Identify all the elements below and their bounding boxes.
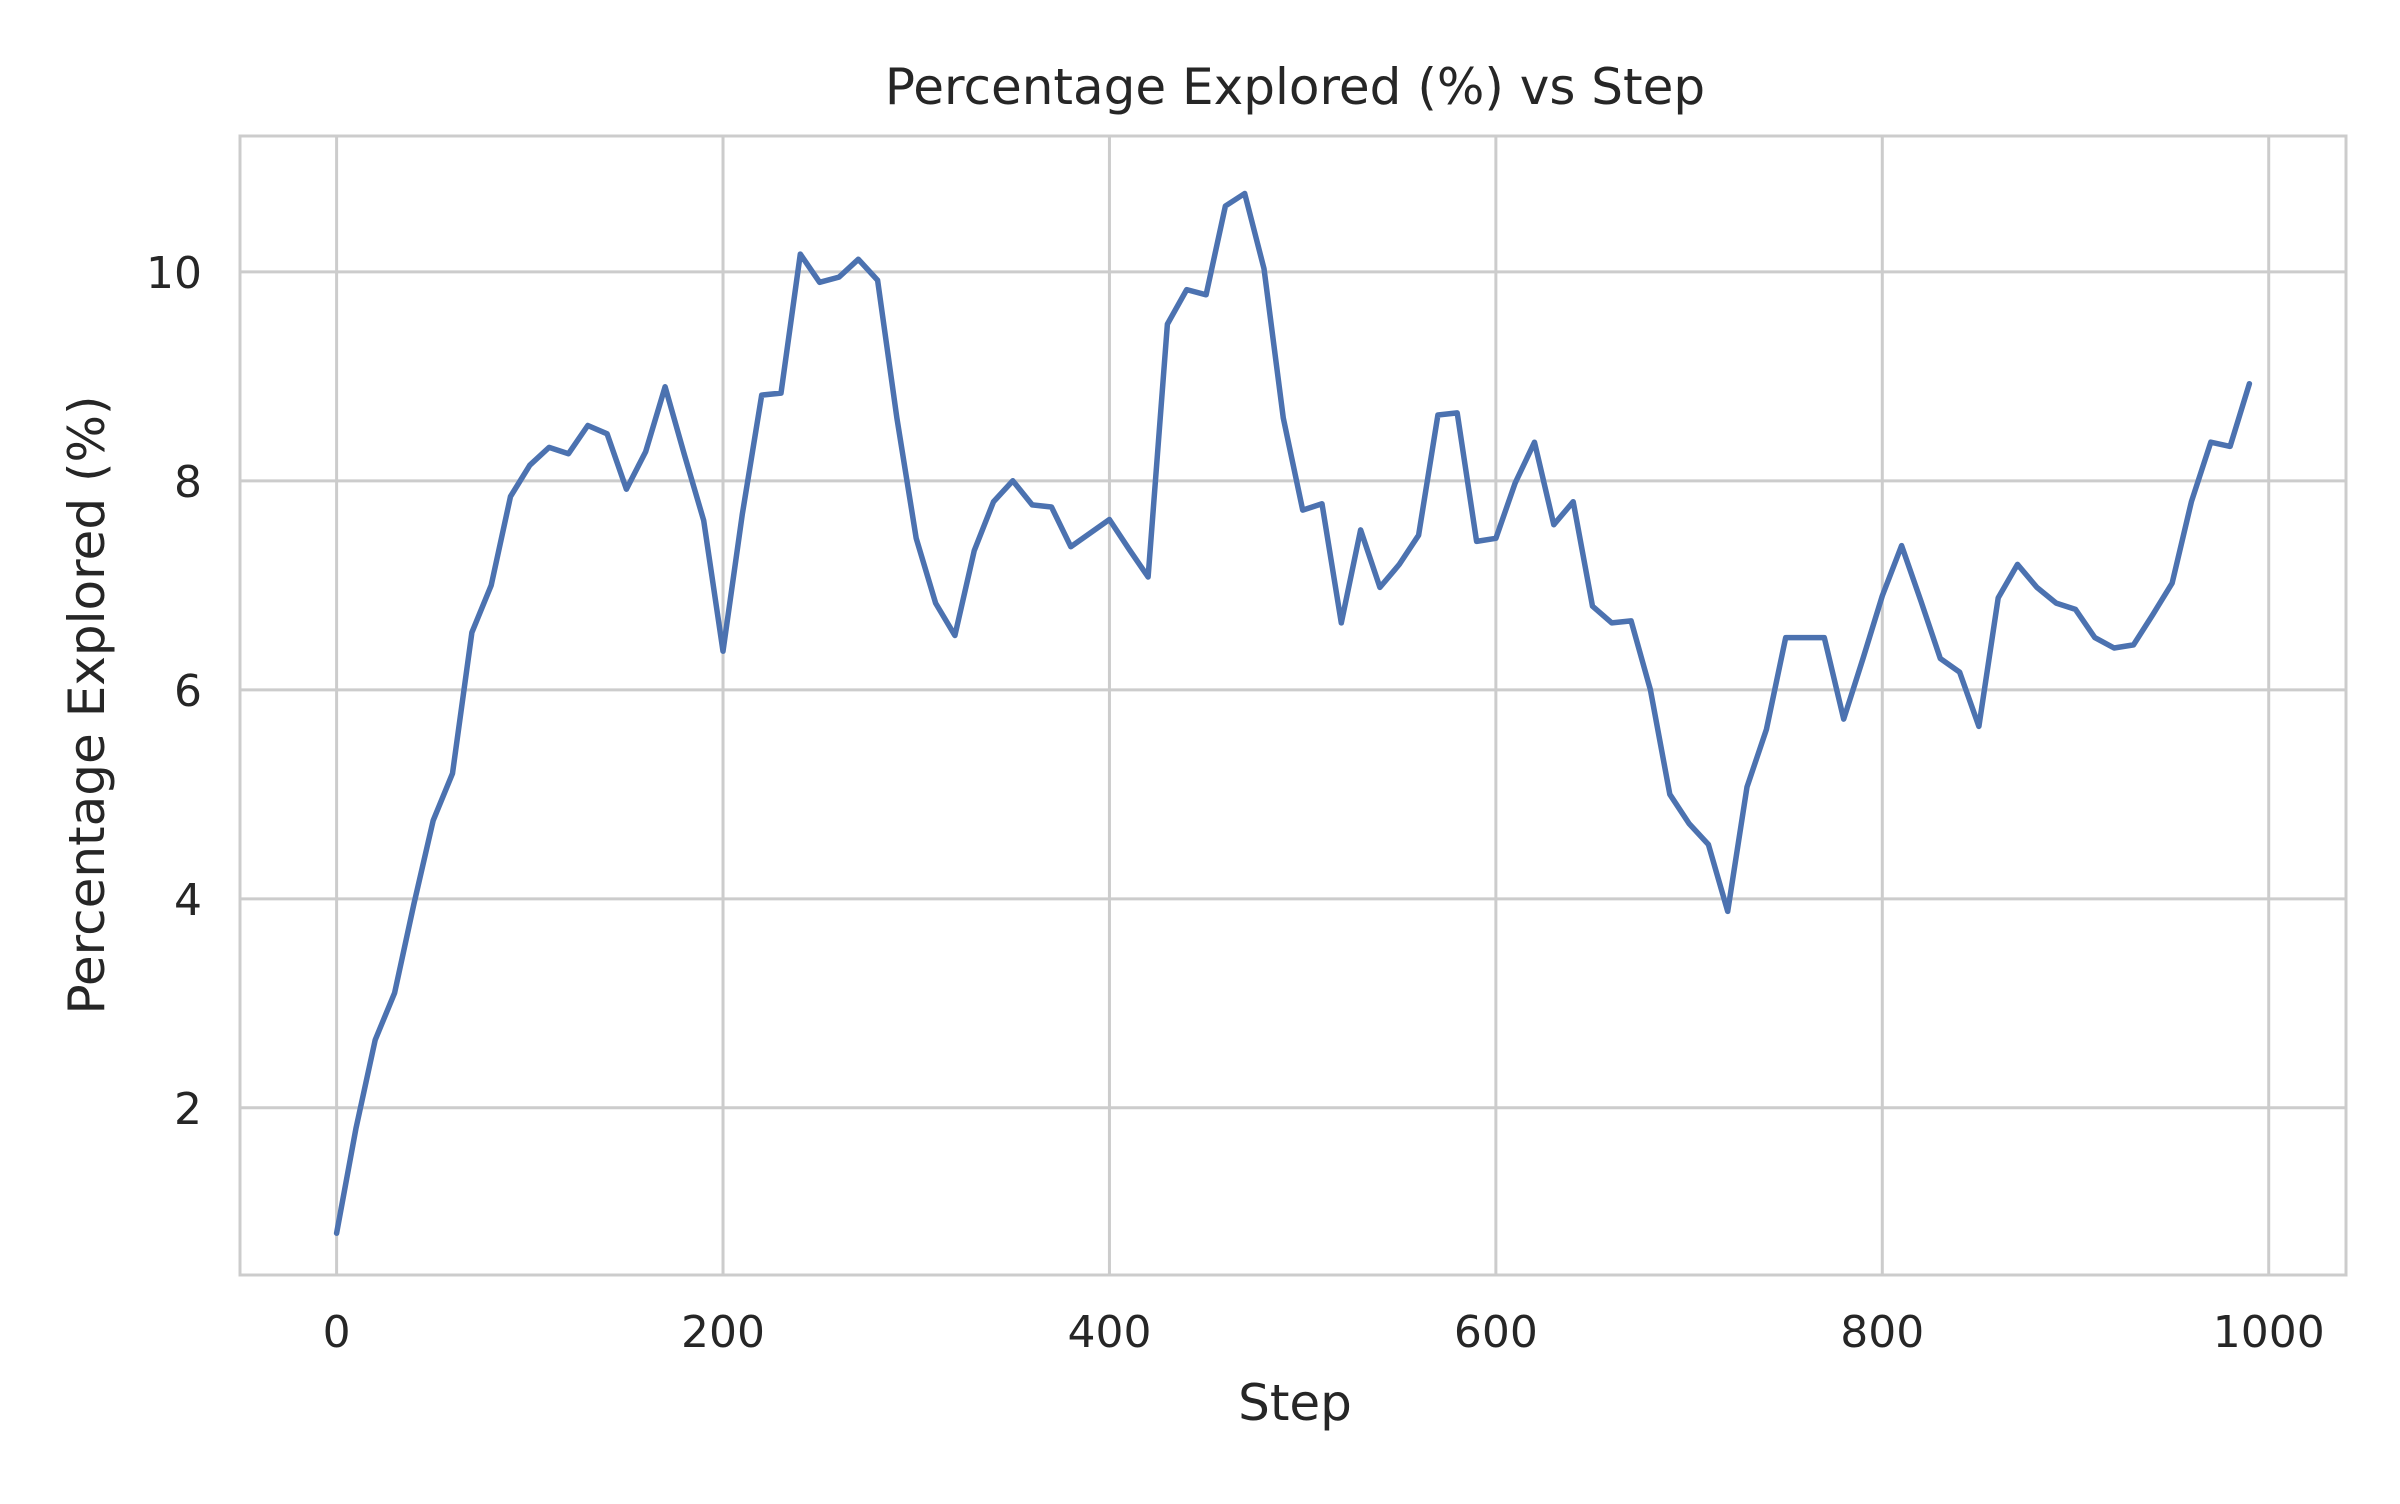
y-tick-label: 10	[146, 248, 202, 299]
x-tick-label: 0	[323, 1307, 351, 1358]
x-tick-label: 200	[681, 1307, 765, 1358]
y-axis-label: Percentage Explored (%)	[58, 396, 116, 1015]
x-tick-label: 1000	[2213, 1307, 2325, 1358]
x-tick-label: 800	[1840, 1307, 1924, 1358]
axes-frame	[238, 134, 2348, 1277]
grid	[240, 136, 2346, 1275]
series-line	[333, 190, 2253, 1236]
x-tick-label: 400	[1067, 1307, 1151, 1358]
y-tick-label: 6	[174, 666, 202, 717]
axes-border	[238, 134, 2348, 1277]
y-tick-label: 4	[174, 875, 202, 926]
x-axis-label: Step	[1238, 1374, 1352, 1432]
x-tick-label: 600	[1454, 1307, 1538, 1358]
y-tick-label: 8	[174, 457, 202, 508]
plot-area	[333, 190, 2253, 1236]
y-tick-label: 2	[174, 1084, 202, 1135]
chart-title: Percentage Explored (%) vs Step	[885, 58, 1705, 116]
tick-labels: 0 200 400 600 800 1000 2 4 6 8 10	[146, 248, 2325, 1358]
